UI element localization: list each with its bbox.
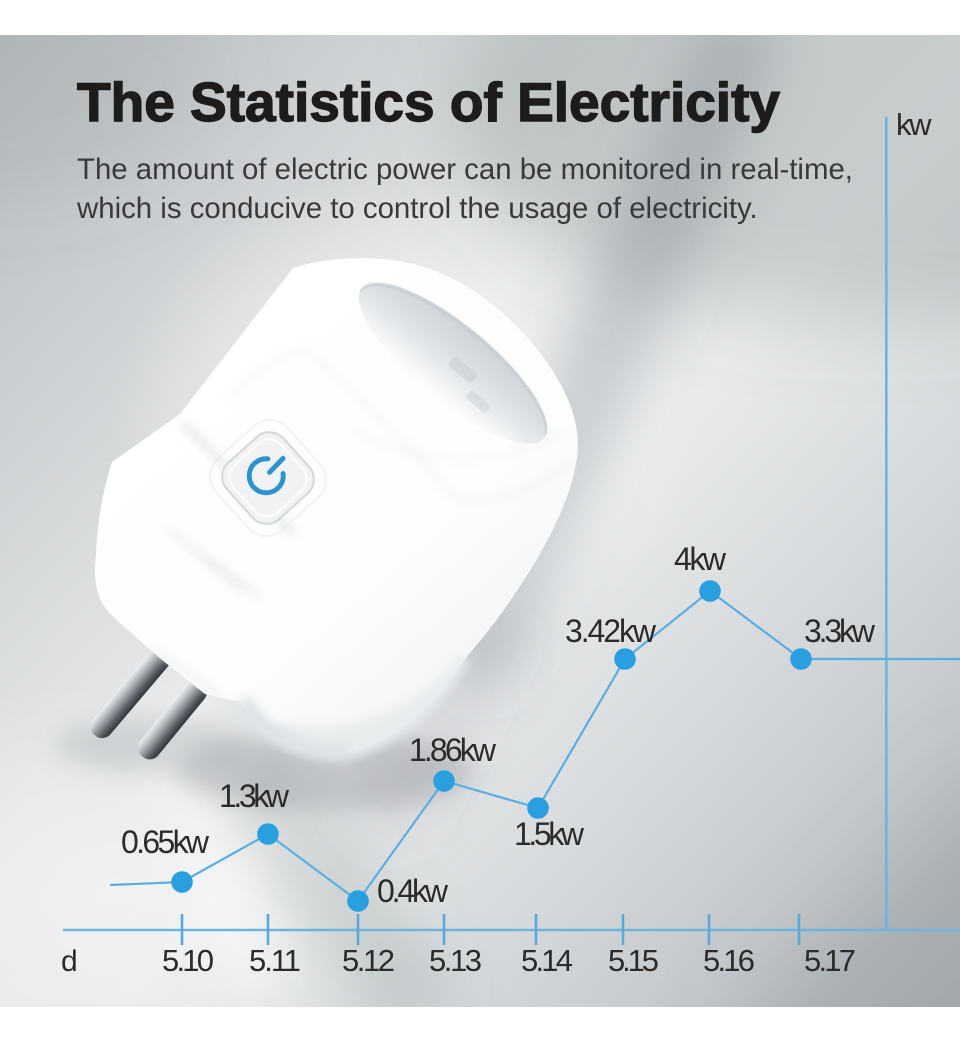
svg-text:0.4kw: 0.4kw xyxy=(377,873,449,909)
svg-text:5.10: 5.10 xyxy=(162,943,214,978)
svg-text:5.17: 5.17 xyxy=(804,943,856,978)
svg-text:5.14: 5.14 xyxy=(521,943,573,978)
svg-text:5.12: 5.12 xyxy=(342,943,395,978)
svg-text:3.3kw: 3.3kw xyxy=(804,613,876,649)
svg-text:0.65kw: 0.65kw xyxy=(121,824,210,860)
svg-text:5.16: 5.16 xyxy=(703,943,755,978)
svg-text:1.86kw: 1.86kw xyxy=(409,732,497,768)
svg-text:kw: kw xyxy=(896,107,932,142)
svg-text:5.15: 5.15 xyxy=(608,943,659,978)
svg-text:1.5kw: 1.5kw xyxy=(514,816,585,852)
svg-text:1.3kw: 1.3kw xyxy=(219,778,290,814)
svg-text:4kw: 4kw xyxy=(674,541,727,577)
svg-text:5.11: 5.11 xyxy=(249,943,301,978)
svg-text:3.42kw: 3.42kw xyxy=(565,613,657,649)
svg-text:d: d xyxy=(61,945,78,978)
svg-text:5.13: 5.13 xyxy=(429,943,482,978)
